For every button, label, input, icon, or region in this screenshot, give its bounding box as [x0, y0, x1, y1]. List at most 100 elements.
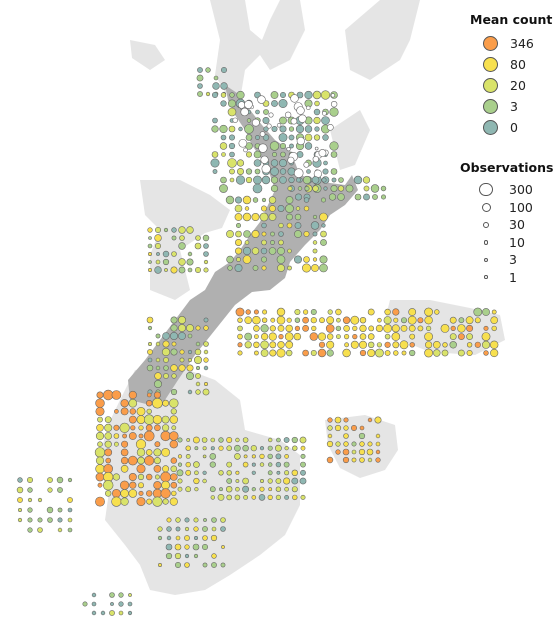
survey-dot [220, 92, 227, 98]
survey-dot [136, 464, 146, 474]
survey-dot [275, 461, 282, 468]
survey-dot [237, 101, 246, 109]
survey-dot [155, 333, 161, 339]
survey-dot [177, 437, 183, 443]
survey-dot [424, 316, 433, 325]
survey-dot [258, 143, 268, 153]
survey-dot [210, 446, 215, 451]
survey-dot [187, 349, 193, 355]
survey-dot [293, 332, 302, 341]
survey-dot [170, 473, 178, 481]
survey-dot [184, 526, 190, 532]
survey-dot [449, 316, 457, 324]
survey-dot [119, 480, 130, 490]
survey-dot [57, 487, 63, 493]
survey-dot [228, 142, 236, 150]
survey-dot [417, 317, 424, 324]
survey-dot [466, 333, 473, 340]
survey-dot [178, 242, 186, 250]
survey-dot [253, 150, 262, 159]
survey-dot [220, 100, 227, 107]
survey-dot [268, 112, 274, 118]
survey-dot [128, 593, 132, 597]
survey-dot [56, 476, 64, 484]
survey-dot [260, 324, 269, 333]
survey-dot [289, 143, 294, 149]
survey-dot [236, 159, 245, 167]
observations-legend-swatch [481, 202, 491, 212]
survey-dot [466, 342, 473, 348]
survey-dot [161, 415, 170, 424]
survey-dot [253, 325, 260, 332]
survey-dot [184, 562, 190, 568]
survey-dot [185, 461, 191, 468]
survey-dot [326, 349, 334, 357]
survey-dot [109, 592, 115, 598]
survey-dot [251, 247, 260, 255]
survey-dot [119, 422, 130, 433]
survey-dot [121, 440, 129, 448]
survey-dot [192, 543, 200, 551]
survey-dot [226, 470, 232, 476]
survey-dot [161, 480, 170, 490]
survey-dot [473, 307, 483, 317]
survey-dot [329, 107, 339, 117]
survey-dot [424, 332, 433, 341]
survey-dot [237, 350, 243, 356]
survey-dot [269, 341, 277, 349]
survey-dot [372, 194, 378, 200]
survey-dot [334, 416, 342, 424]
survey-dot [212, 117, 218, 124]
mean-count-legend: Mean count 346 80 20 3 0 [470, 12, 560, 138]
survey-dot [192, 436, 200, 444]
survey-dot [245, 309, 251, 315]
survey-dot [242, 477, 249, 485]
survey-dot [169, 431, 179, 441]
survey-dot [312, 214, 318, 220]
survey-dot [322, 111, 327, 116]
survey-dot [449, 333, 457, 340]
survey-dot [284, 446, 289, 451]
survey-dot [95, 496, 105, 507]
survey-dot [112, 473, 120, 481]
survey-dot [327, 433, 333, 439]
survey-dot [326, 440, 334, 448]
survey-dot [466, 349, 473, 356]
survey-dot [128, 455, 138, 466]
survey-dot [259, 131, 266, 137]
survey-dot [287, 248, 292, 254]
survey-dot [342, 448, 350, 456]
survey-dot [17, 517, 23, 523]
survey-dot [304, 133, 313, 142]
survey-dot [171, 373, 177, 379]
survey-dot [276, 348, 286, 358]
survey-dot [161, 347, 171, 357]
survey-dot [211, 517, 217, 523]
survey-dot [154, 379, 163, 388]
survey-dot [330, 168, 338, 175]
survey-dot [266, 123, 272, 129]
survey-dot [128, 432, 137, 440]
survey-dot [160, 430, 171, 442]
survey-dot [293, 168, 304, 178]
survey-dot [279, 125, 287, 133]
survey-dot [474, 341, 481, 348]
survey-dot [343, 441, 349, 447]
survey-dot [235, 479, 240, 483]
survey-dot [253, 309, 259, 315]
mean-legend-label: 346 [510, 36, 534, 51]
survey-dot [170, 408, 177, 415]
survey-dot [294, 193, 302, 201]
survey-dot [275, 494, 282, 501]
survey-dot [171, 425, 177, 431]
survey-dot [271, 152, 277, 158]
survey-dot [194, 355, 203, 364]
survey-dot [169, 497, 178, 506]
survey-dot [185, 445, 191, 451]
survey-dot [202, 446, 207, 451]
survey-dot [317, 332, 327, 341]
survey-dot [330, 185, 338, 193]
survey-dot [359, 317, 367, 324]
survey-dot [252, 197, 259, 203]
